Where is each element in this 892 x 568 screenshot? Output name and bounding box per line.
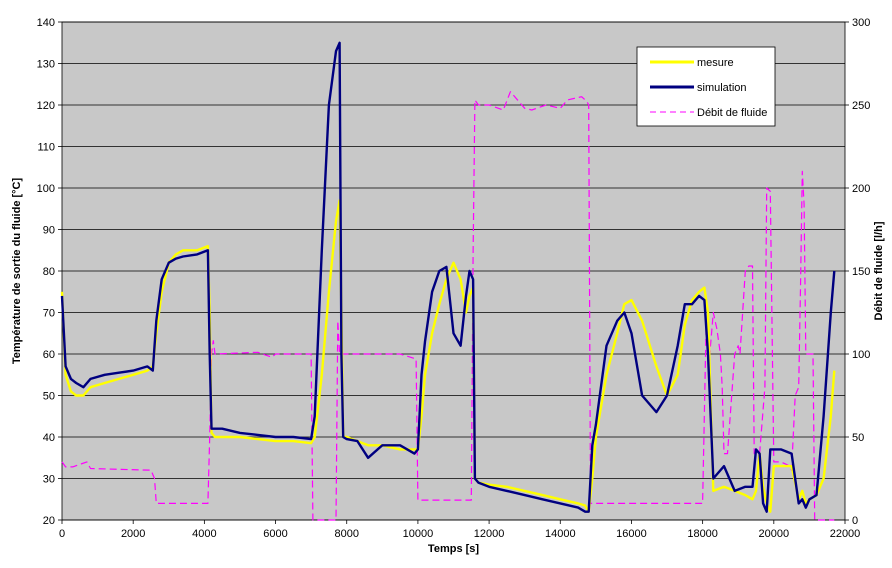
- y2-tick-label: 150: [852, 266, 870, 278]
- y-axis-ticks: 20 30 40 50 60 70 80 90 100 110 120 130 140: [37, 17, 62, 527]
- legend-label-simulation: simulation: [697, 82, 747, 94]
- y2-tick-label: 200: [852, 183, 870, 195]
- y-axis-label: Température de sortie du fluide [°C]: [11, 178, 23, 365]
- legend: mesure simulation Débit de fluide: [636, 46, 776, 127]
- y2-tick-label: 50: [852, 432, 864, 444]
- y-tick-label: 80: [43, 266, 55, 278]
- y2-axis-ticks: 0 50 100 150 200 250 300: [845, 17, 870, 527]
- y2-tick-label: 0: [852, 515, 858, 527]
- x-tick-label: 10000: [403, 528, 434, 540]
- x-tick-label: 20000: [759, 528, 790, 540]
- series-layer: [60, 41, 836, 521]
- y-tick-label: 100: [37, 183, 55, 195]
- x-tick-label: 0: [59, 528, 65, 540]
- x-tick-label: 12000: [474, 528, 505, 540]
- x-tick-label: 14000: [545, 528, 576, 540]
- y-tick-label: 120: [37, 100, 55, 112]
- y-tick-label: 40: [43, 432, 55, 444]
- y-tick-label: 50: [43, 391, 55, 403]
- y2-tick-label: 300: [852, 17, 870, 29]
- x-tick-label: 6000: [263, 528, 287, 540]
- y-tick-label: 140: [37, 17, 55, 29]
- x-tick-label: 18000: [687, 528, 718, 540]
- y-tick-label: 110: [37, 142, 55, 154]
- x-tick-label: 2000: [121, 528, 145, 540]
- legend-label-debit: Débit de fluide: [697, 107, 767, 119]
- y-tick-label: 90: [43, 225, 55, 237]
- x-axis-ticks: 0 2000 4000 6000 8000 10000 12000 14000 16000 180…: [59, 520, 860, 540]
- y2-tick-label: 250: [852, 100, 870, 112]
- y-tick-label: 30: [43, 474, 55, 486]
- gridlines: [62, 21, 845, 521]
- y2-axis-label: Débit de fluide [l/h]: [873, 221, 885, 320]
- series-line-debit: [61, 91, 835, 521]
- x-tick-label: 8000: [334, 528, 358, 540]
- x-tick-label: 4000: [192, 528, 216, 540]
- legend-label-mesure: mesure: [697, 57, 734, 69]
- y2-tick-label: 100: [852, 349, 870, 361]
- x-axis-label: Temps [s]: [428, 543, 479, 555]
- x-tick-label: 22000: [830, 528, 861, 540]
- y-tick-label: 70: [43, 308, 55, 320]
- y-tick-label: 60: [43, 349, 55, 361]
- series-line-mesure: [60, 199, 836, 513]
- y-tick-label: 20: [43, 515, 55, 527]
- y-tick-label: 130: [37, 59, 55, 71]
- series-line-simulation: [60, 41, 836, 513]
- x-tick-label: 16000: [616, 528, 647, 540]
